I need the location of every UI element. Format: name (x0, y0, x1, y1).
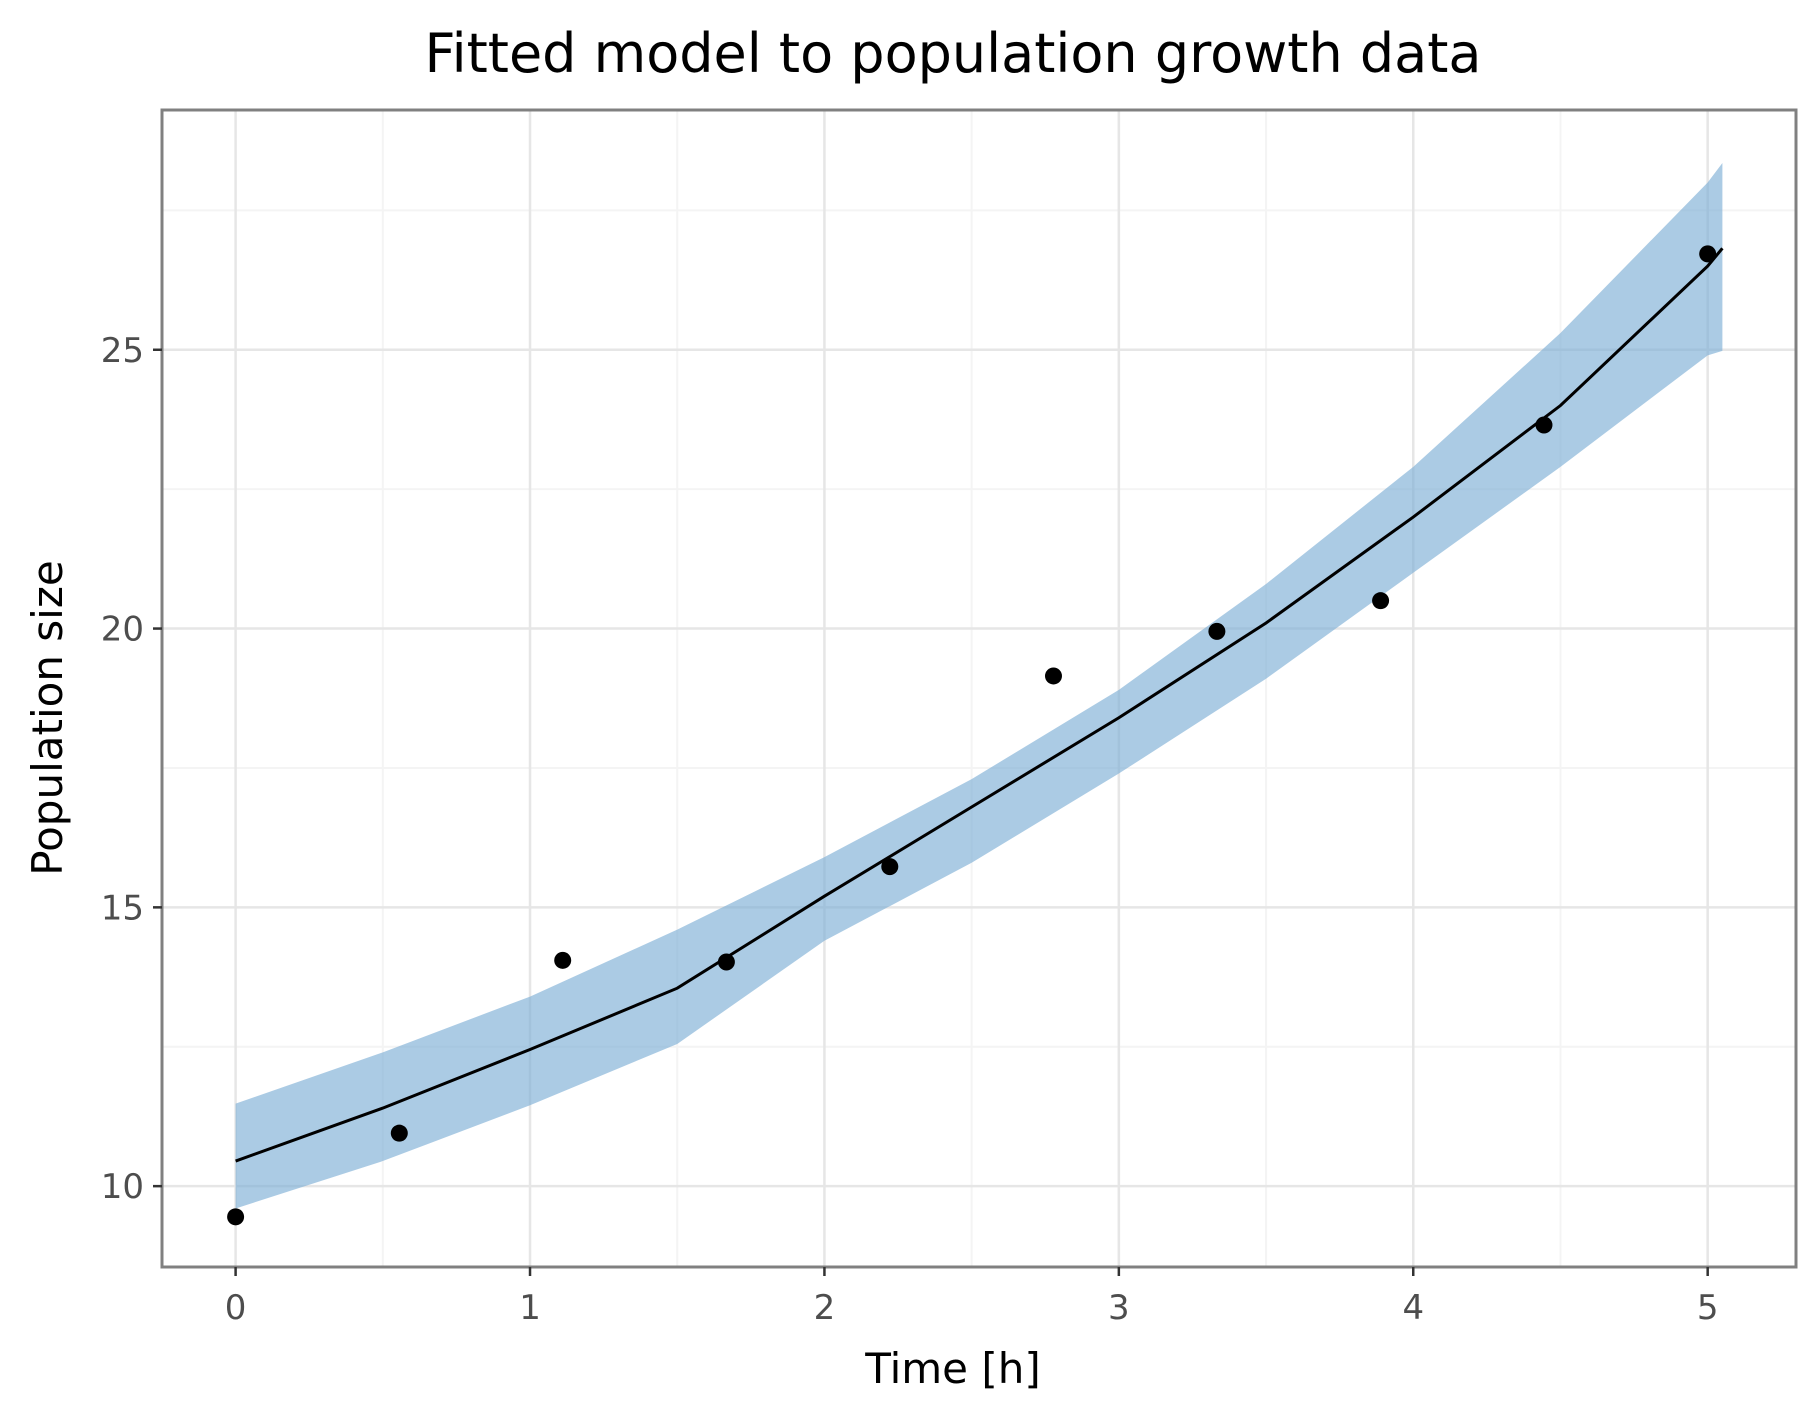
fit-line-layer (235, 247, 1724, 1163)
x-axis-ticks: 0 1 2 3 4 5 (225, 1267, 1719, 1328)
x-axis-title: Time [h] (864, 1344, 1041, 1393)
data-point (1535, 416, 1553, 434)
data-points (227, 245, 1717, 1226)
fit-line (235, 247, 1724, 1163)
confidence-band-layer (235, 162, 1723, 1209)
y-tick-label: 25 (101, 331, 144, 371)
data-point (881, 858, 899, 876)
y-axis-title: Population size (23, 560, 72, 875)
panel-border (160, 108, 1798, 1269)
confidence-band (235, 162, 1723, 1209)
x-tick-label: 5 (1697, 1288, 1719, 1328)
data-point (1208, 622, 1226, 640)
data-point (1044, 667, 1062, 685)
x-tick-label: 4 (1402, 1288, 1424, 1328)
y-axis-ticks: 10 15 20 25 (101, 331, 162, 1207)
chart-title: Fitted model to population growth data (424, 22, 1481, 85)
data-point (227, 1208, 245, 1226)
x-tick-label: 1 (519, 1288, 541, 1328)
y-tick-label: 20 (101, 610, 144, 650)
y-tick-label: 15 (101, 888, 144, 928)
x-tick-label: 0 (225, 1288, 247, 1328)
y-tick-label: 10 (101, 1167, 144, 1207)
data-point (390, 1124, 408, 1142)
data-point (717, 953, 735, 971)
data-point (554, 951, 572, 969)
x-tick-label: 3 (1108, 1288, 1130, 1328)
data-point (1699, 245, 1717, 263)
x-tick-label: 2 (814, 1288, 836, 1328)
data-point (1372, 592, 1390, 610)
